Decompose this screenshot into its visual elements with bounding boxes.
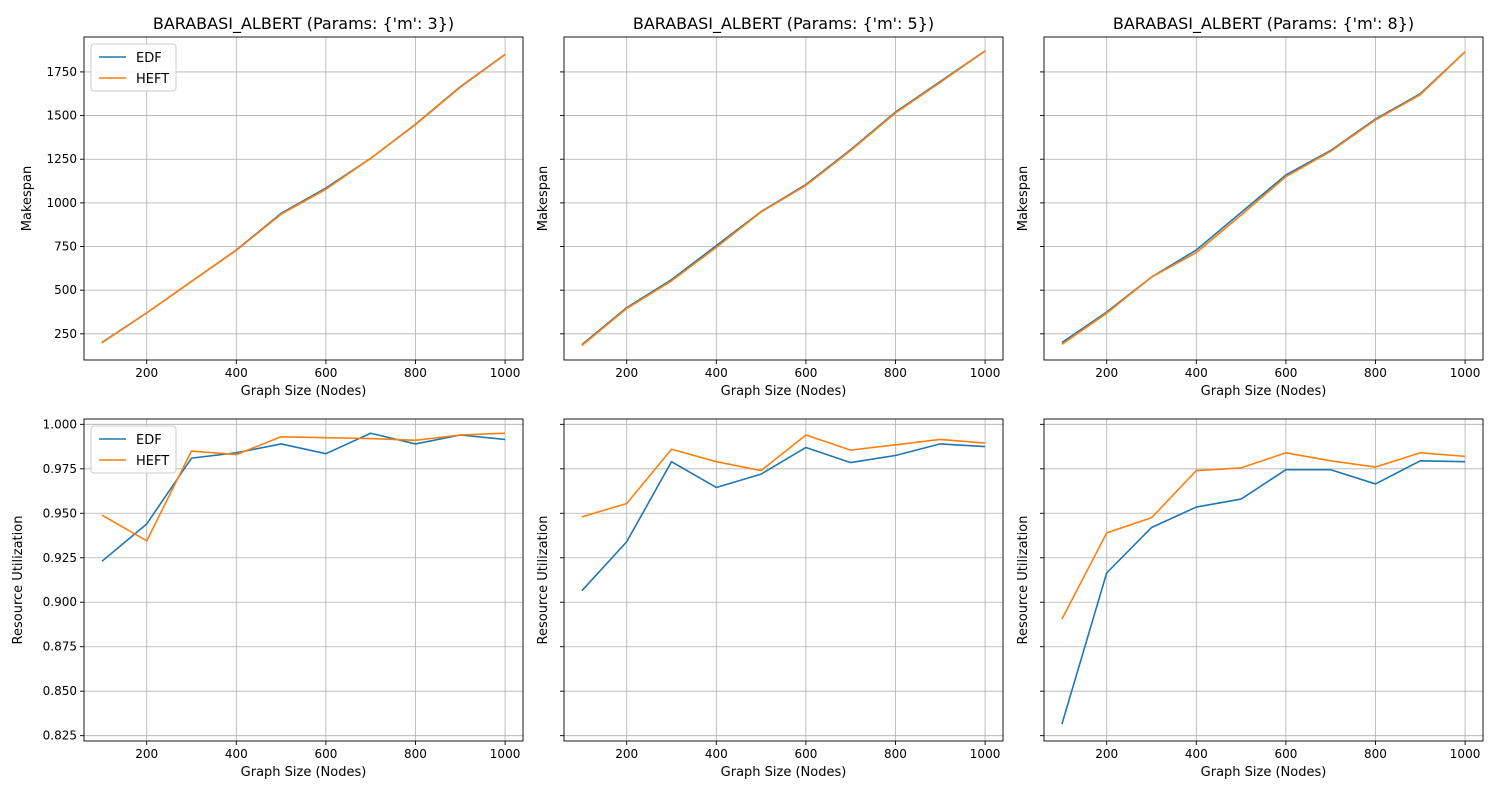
legend: EDF HEFT (90, 43, 177, 92)
y-axis-label: Resource Utilization (1016, 516, 1031, 645)
y-tick-label: 0.875 (43, 640, 77, 654)
y-tick-label: 1250 (46, 152, 77, 166)
series-line-edf (1061, 51, 1466, 344)
y-tick-label: 1.000 (43, 417, 77, 431)
x-tick-label: 1000 (1450, 747, 1481, 761)
y-axis-label: Makespan (536, 166, 551, 231)
series-line-heft (581, 434, 986, 518)
series-line-edf (101, 432, 506, 562)
x-tick-label: 1000 (970, 747, 1001, 761)
y-tick-label: 0.850 (43, 684, 77, 698)
panel-4: 200 400 600 800 1000 0.825 0.850 0.875 0.900 0.92… (11, 417, 524, 780)
series-line-edf (581, 443, 986, 592)
legend: EDF HEFT (90, 425, 177, 474)
y-axis-label: Makespan (1016, 166, 1031, 231)
legend-label-heft: HEFT (136, 72, 169, 87)
panel-5: 200 400 600 800 1000 Graph Size (Nodes) Resour… (536, 418, 1004, 780)
x-tick-label: 200 (135, 366, 158, 380)
x-axis-label: Graph Size (Nodes) (1201, 765, 1327, 780)
plot-frame (563, 36, 1004, 361)
series-line-edf (1061, 460, 1466, 725)
series-line-heft (1061, 51, 1466, 345)
x-tick-label: 200 (1095, 747, 1118, 761)
plot-frame (83, 36, 524, 361)
x-tick-label: 200 (1095, 366, 1118, 380)
x-tick-label: 600 (1274, 747, 1297, 761)
x-tick-label: 800 (1364, 747, 1387, 761)
y-axis-label: Resource Utilization (536, 516, 551, 645)
series-line-heft (101, 432, 506, 542)
x-tick-label: 1000 (490, 747, 521, 761)
x-tick-label: 800 (884, 747, 907, 761)
legend-label-edf: EDF (136, 51, 162, 66)
x-tick-label: 1000 (1450, 366, 1481, 380)
x-axis-label: Graph Size (Nodes) (721, 765, 847, 780)
x-tick-label: 400 (225, 747, 248, 761)
x-tick-label: 400 (225, 366, 248, 380)
series-line-heft (1061, 451, 1466, 620)
panel-2: 200 400 600 800 1000 Graph Size (Nodes) Makesp… (536, 14, 1004, 399)
x-tick-label: 600 (794, 366, 817, 380)
y-tick-label: 1000 (46, 196, 77, 210)
plot-frame (1043, 418, 1484, 742)
chart-title: BARABASI_ALBERT (Params: {'m': 5}) (633, 14, 934, 34)
x-tick-label: 400 (705, 366, 728, 380)
x-axis-label: Graph Size (Nodes) (241, 384, 367, 399)
legend-box (90, 43, 177, 92)
chart-title: BARABASI_ALBERT (Params: {'m': 3}) (153, 14, 454, 34)
y-tick-label: 1750 (46, 65, 77, 79)
x-tick-label: 600 (794, 747, 817, 761)
x-tick-label: 200 (615, 747, 638, 761)
y-axis-label: Resource Utilization (11, 516, 26, 645)
y-tick-label: 0.925 (43, 551, 77, 565)
x-tick-label: 400 (1185, 747, 1208, 761)
y-tick-label: 0.975 (43, 462, 77, 476)
series-line-heft (101, 53, 506, 344)
x-axis-label: Graph Size (Nodes) (1201, 384, 1327, 399)
y-tick-label: 0.950 (43, 506, 77, 520)
plot-frame (1043, 36, 1484, 361)
y-tick-label: 0.825 (43, 729, 77, 743)
x-tick-label: 1000 (490, 366, 521, 380)
x-tick-label: 800 (404, 747, 427, 761)
panel-6: 200 400 600 800 1000 Graph Size (Nodes) Resour… (1016, 418, 1484, 780)
x-tick-label: 800 (884, 366, 907, 380)
panel-1: 200 400 600 800 1000 250 500 750 1000 1250 1500 175… (20, 14, 524, 399)
x-tick-label: 400 (705, 747, 728, 761)
legend-box (90, 425, 177, 474)
y-axis-label: Makespan (20, 166, 35, 231)
y-tick-label: 0.900 (43, 595, 77, 609)
panel-3: 200 400 600 800 1000 Graph Size (Nodes) Makesp… (1016, 14, 1484, 399)
series-line-heft (581, 50, 986, 347)
y-tick-label: 1500 (46, 109, 77, 123)
y-tick-label: 250 (54, 327, 77, 341)
x-tick-label: 400 (1185, 366, 1208, 380)
x-tick-label: 600 (314, 366, 337, 380)
legend-label-heft: HEFT (136, 454, 169, 469)
plot-frame (563, 418, 1004, 742)
x-tick-label: 1000 (970, 366, 1001, 380)
y-tick-label: 500 (54, 283, 77, 297)
x-axis-label: Graph Size (Nodes) (241, 765, 367, 780)
x-axis-label: Graph Size (Nodes) (721, 384, 847, 399)
plot-frame (83, 418, 524, 742)
series-line-edf (101, 53, 506, 344)
x-tick-label: 200 (615, 366, 638, 380)
x-tick-label: 600 (314, 747, 337, 761)
x-tick-label: 800 (404, 366, 427, 380)
legend-label-edf: EDF (136, 433, 162, 448)
chart-title: BARABASI_ALBERT (Params: {'m': 8}) (1113, 14, 1414, 34)
x-tick-label: 600 (1274, 366, 1297, 380)
y-tick-label: 750 (54, 240, 77, 254)
x-tick-label: 200 (135, 747, 158, 761)
x-tick-label: 800 (1364, 366, 1387, 380)
